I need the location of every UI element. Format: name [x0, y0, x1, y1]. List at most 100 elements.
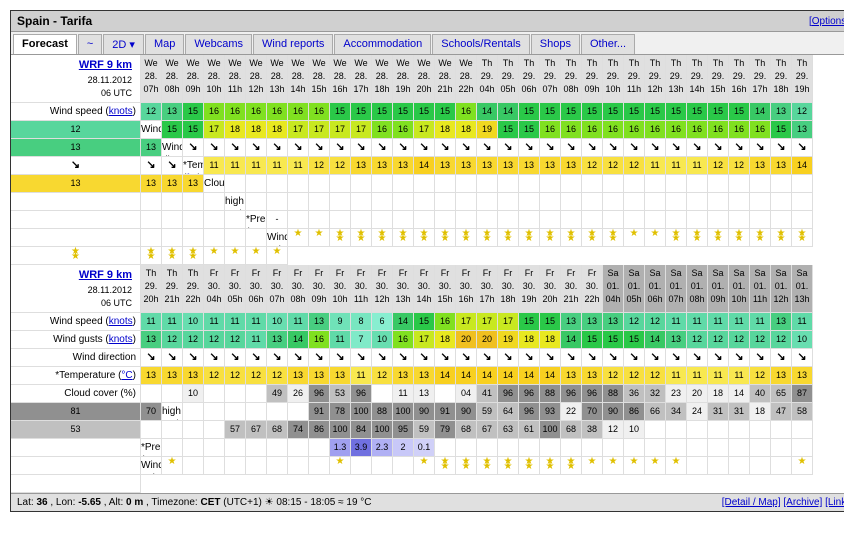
cell: 13: [561, 313, 582, 331]
day-head: We28.15h: [309, 55, 330, 103]
tab-shops[interactable]: Shops: [531, 34, 580, 54]
cell: [498, 193, 519, 211]
cell: 22: [561, 403, 582, 421]
tab-accommodation[interactable]: Accommodation: [334, 34, 431, 54]
tab-wind-reports[interactable]: Wind reports: [253, 34, 333, 54]
footer-link[interactable]: [Detail / Map]: [722, 497, 781, 508]
cell: ↘: [750, 139, 771, 157]
options-link[interactable]: [Options]: [809, 16, 844, 27]
tab-bar: Forecast~2D ▾MapWebcamsWind reportsAccom…: [11, 32, 844, 55]
cell: 13: [351, 157, 372, 175]
cell: 88: [603, 385, 624, 403]
cell: 11: [288, 157, 309, 175]
cell: 11: [687, 367, 708, 385]
cell: ↘: [687, 349, 708, 367]
cell: 12: [246, 367, 267, 385]
cell: [435, 385, 456, 403]
cell: [729, 175, 750, 193]
cell: ↘: [582, 349, 603, 367]
cell: [729, 211, 750, 229]
row-label: Windguru rating: [267, 229, 288, 247]
row-label: Wind gusts (knots): [11, 331, 141, 349]
cell: ↘: [624, 139, 645, 157]
cell: ↘: [414, 349, 435, 367]
day-head: We28.12h: [246, 55, 267, 103]
day-head: We28.22h: [456, 55, 477, 103]
cell: [183, 193, 204, 211]
cell: [750, 457, 771, 475]
title-bar: Spain - Tarifa [Options]: [11, 11, 844, 32]
model-link[interactable]: WRF 9 km: [79, 59, 132, 71]
cell: 17: [330, 121, 351, 139]
cell: 11: [708, 313, 729, 331]
cell: [162, 439, 183, 457]
cell: 31: [708, 403, 729, 421]
cell: [393, 193, 414, 211]
cell: [288, 439, 309, 457]
cell: 0.1: [414, 439, 435, 457]
tab-schools-rentals[interactable]: Schools/Rentals: [432, 34, 530, 54]
cell: 14: [645, 331, 666, 349]
cell: ↘: [645, 349, 666, 367]
cell: 57: [225, 421, 246, 439]
cell: 9: [330, 313, 351, 331]
cell: 59: [414, 421, 435, 439]
cell: 13: [162, 175, 183, 193]
cell: 13: [141, 367, 162, 385]
cell: [666, 175, 687, 193]
cell: [183, 211, 204, 229]
cell: 14: [393, 313, 414, 331]
cell: [309, 439, 330, 457]
cell: 26: [288, 385, 309, 403]
row-label: high / mid / low: [225, 193, 246, 211]
model-link[interactable]: WRF 9 km: [79, 269, 132, 281]
tab-forecast[interactable]: Forecast: [13, 34, 77, 54]
tab-webcams[interactable]: Webcams: [185, 34, 252, 54]
cell: 15: [330, 103, 351, 121]
cell: 91: [435, 403, 456, 421]
cell: 12: [708, 331, 729, 349]
cell: 11: [204, 313, 225, 331]
cell: 15: [183, 121, 204, 139]
cell: 12: [624, 367, 645, 385]
cell: 17: [414, 331, 435, 349]
cell: [603, 175, 624, 193]
cell: 14: [477, 367, 498, 385]
cell: ↘: [351, 349, 372, 367]
cell: [183, 457, 204, 475]
cell: 15: [666, 103, 687, 121]
row-label: *Temperature (°C): [183, 157, 204, 175]
cell: 12: [225, 331, 246, 349]
cell: 14: [519, 367, 540, 385]
tab--[interactable]: ~: [78, 34, 102, 54]
cell: 15: [708, 103, 729, 121]
weather-panel: Spain - Tarifa [Options] Forecast~2D ▾Ma…: [10, 10, 844, 512]
day-head: Fr30.15h: [435, 265, 456, 313]
cell: 16: [372, 121, 393, 139]
cell: 13: [750, 157, 771, 175]
day-head: We28.17h: [351, 55, 372, 103]
cell: 16: [288, 103, 309, 121]
cell: 100: [540, 421, 561, 439]
tab--d-[interactable]: 2D ▾: [103, 34, 144, 54]
cell: [393, 457, 414, 475]
model-head: WRF 9 km28.11.201206 UTC: [11, 55, 141, 103]
cell: 11: [708, 367, 729, 385]
footer-link[interactable]: [Link]: [825, 497, 844, 508]
cell: ★★: [456, 229, 477, 247]
day-head: Fr30.18h: [498, 265, 519, 313]
cell: ★★: [792, 229, 813, 247]
cell: [309, 193, 330, 211]
footer-link[interactable]: [Archive]: [783, 497, 822, 508]
cell: 96: [519, 385, 540, 403]
cell: 90: [603, 403, 624, 421]
cell: 40: [750, 385, 771, 403]
cell: [183, 439, 204, 457]
cell: 16: [729, 121, 750, 139]
cell: 13: [582, 313, 603, 331]
cell: [246, 175, 267, 193]
tab-other-[interactable]: Other...: [581, 34, 635, 54]
cell: ★★: [477, 457, 498, 475]
tab-map[interactable]: Map: [145, 34, 184, 54]
cell: ↘: [771, 139, 792, 157]
